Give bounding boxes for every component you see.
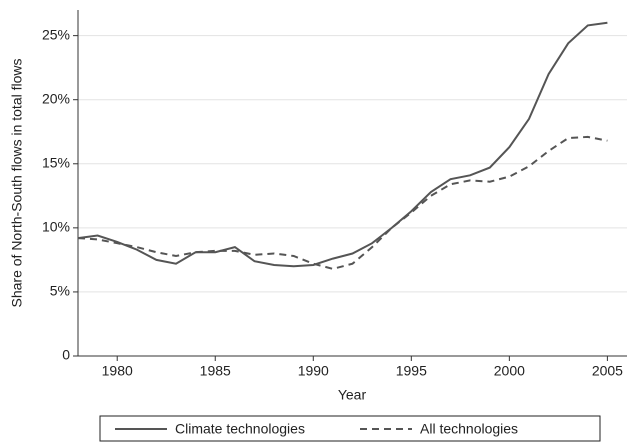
legend-label: Climate technologies — [175, 421, 305, 437]
y-tick-label: 15% — [42, 154, 70, 170]
x-tick-label: 1985 — [200, 363, 231, 379]
y-tick-label: 10% — [42, 219, 70, 235]
x-axis-label: Year — [338, 387, 367, 403]
y-tick-label: 20% — [42, 90, 70, 106]
y-tick-label: 5% — [50, 283, 70, 299]
x-tick-label: 2005 — [592, 363, 623, 379]
legend-box — [99, 415, 601, 442]
x-tick-label: 2000 — [494, 363, 525, 379]
y-axis-label: Share of North-South flows in total flow… — [9, 58, 25, 307]
y-tick-label: 0 — [62, 347, 70, 363]
legend-label: All technologies — [420, 421, 518, 437]
x-tick-label: 1995 — [396, 363, 427, 379]
y-tick-label: 25% — [42, 26, 70, 42]
x-tick-label: 1980 — [102, 363, 133, 379]
x-tick-label: 1990 — [298, 363, 329, 379]
line-series — [77, 21, 608, 268]
line-series — [77, 135, 608, 270]
